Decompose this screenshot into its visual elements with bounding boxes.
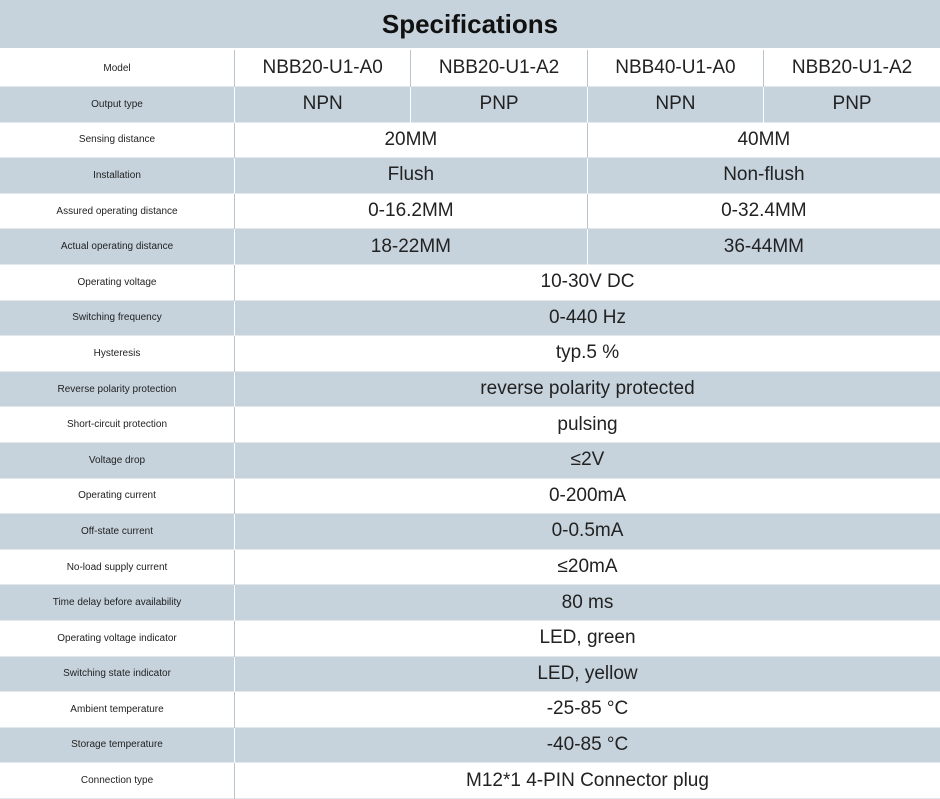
- spec-label: No-load supply current: [0, 549, 235, 585]
- spec-label: Operating voltage indicator: [0, 620, 235, 656]
- spec-label: Output type: [0, 87, 235, 123]
- spec-value: 0-32.4MM: [587, 193, 940, 229]
- spec-value: 0-16.2MM: [235, 193, 588, 229]
- spec-value: NPN: [587, 87, 763, 123]
- spec-value: reverse polarity protected: [235, 371, 940, 407]
- spec-label: Actual operating distance: [0, 229, 235, 265]
- spec-value: 36-44MM: [587, 229, 940, 265]
- spec-value: -25-85 °C: [235, 692, 940, 728]
- spec-value: NBB20-U1-A2: [764, 50, 940, 87]
- spec-label: Reverse polarity protection: [0, 371, 235, 407]
- spec-value: 20MM: [235, 122, 588, 158]
- spec-value: NBB40-U1-A0: [587, 50, 763, 87]
- spec-label: Assured operating distance: [0, 193, 235, 229]
- spec-row: Ambient temperature-25-85 °C: [0, 692, 940, 728]
- spec-label: Time delay before availability: [0, 585, 235, 621]
- spec-label: Hysteresis: [0, 336, 235, 372]
- spec-label: Sensing distance: [0, 122, 235, 158]
- spec-value: NBB20-U1-A2: [411, 50, 587, 87]
- spec-value: 80 ms: [235, 585, 940, 621]
- spec-label: Voltage drop: [0, 442, 235, 478]
- spec-value: 0-440 Hz: [235, 300, 940, 336]
- spec-label: Operating current: [0, 478, 235, 514]
- spec-value: ≤20mA: [235, 549, 940, 585]
- spec-label: Operating voltage: [0, 264, 235, 300]
- spec-value: 40MM: [587, 122, 940, 158]
- spec-value: Flush: [235, 158, 588, 194]
- spec-value: ≤2V: [235, 442, 940, 478]
- spec-value: 0-200mA: [235, 478, 940, 514]
- spec-label: Switching state indicator: [0, 656, 235, 692]
- spec-label: Ambient temperature: [0, 692, 235, 728]
- spec-value: Non-flush: [587, 158, 940, 194]
- spec-value: typ.5 %: [235, 336, 940, 372]
- spec-value: M12*1 4-PIN Connector plug: [235, 763, 940, 799]
- spec-label: Switching frequency: [0, 300, 235, 336]
- spec-row: Voltage drop≤2V: [0, 442, 940, 478]
- spec-value: 18-22MM: [235, 229, 588, 265]
- spec-value: -40-85 °C: [235, 727, 940, 763]
- spec-value: PNP: [411, 87, 587, 123]
- spec-label: Off-state current: [0, 514, 235, 550]
- spec-label: Installation: [0, 158, 235, 194]
- spec-value: LED, yellow: [235, 656, 940, 692]
- spec-value: NPN: [235, 87, 411, 123]
- spec-value: 10-30V DC: [235, 264, 940, 300]
- spec-value: LED, green: [235, 620, 940, 656]
- spec-value: NBB20-U1-A0: [235, 50, 411, 87]
- title: Specifications: [0, 0, 940, 50]
- spec-label: Storage temperature: [0, 727, 235, 763]
- spec-label: Model: [0, 50, 235, 87]
- spec-value: 0-0.5mA: [235, 514, 940, 550]
- spec-value: pulsing: [235, 407, 940, 443]
- spec-row: Storage temperature-40-85 °C: [0, 727, 940, 763]
- spec-label: Short-circuit protection: [0, 407, 235, 443]
- spec-label: Connection type: [0, 763, 235, 799]
- spec-row: No-load supply current≤20mA: [0, 549, 940, 585]
- spec-value: PNP: [764, 87, 940, 123]
